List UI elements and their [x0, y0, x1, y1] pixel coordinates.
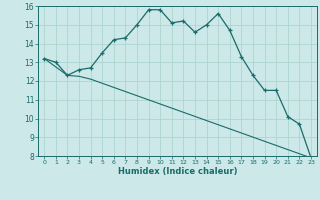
X-axis label: Humidex (Indice chaleur): Humidex (Indice chaleur)	[118, 167, 237, 176]
